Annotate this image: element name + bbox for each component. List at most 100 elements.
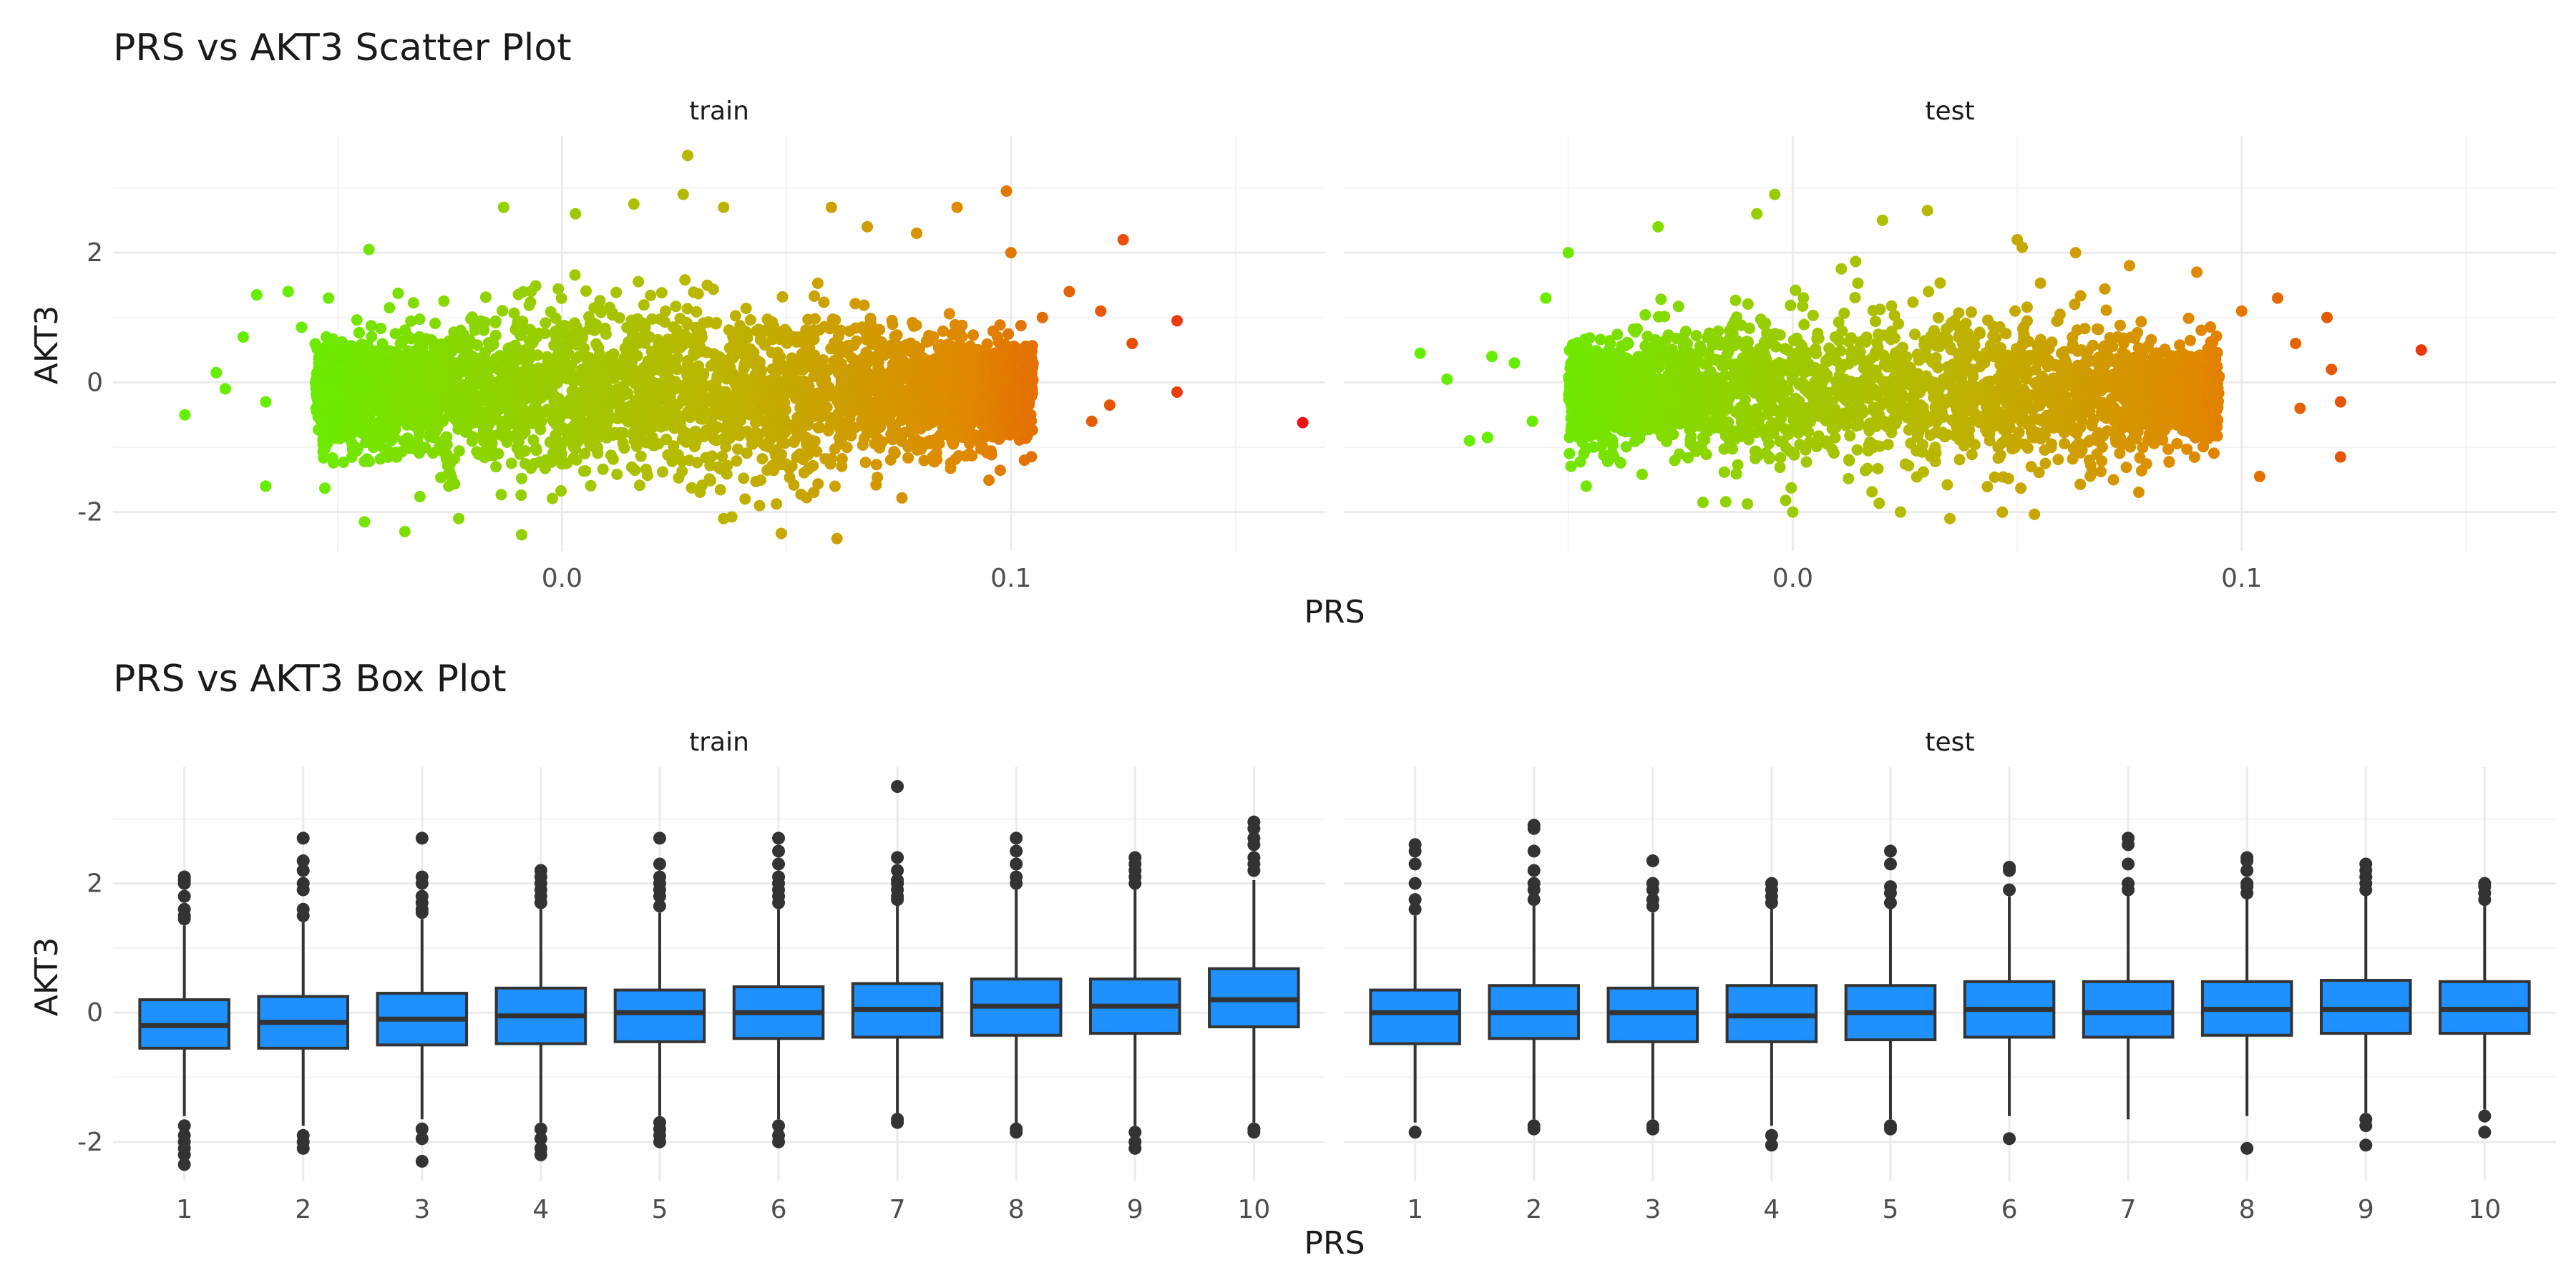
data-point [802, 463, 814, 475]
data-point [857, 379, 869, 391]
data-point [690, 436, 702, 448]
data-point [538, 377, 550, 389]
data-point [260, 396, 272, 408]
data-point [428, 375, 440, 387]
data-point [490, 461, 502, 473]
data-point [2099, 283, 2111, 295]
data-point [522, 350, 534, 361]
data-point [771, 498, 783, 510]
data-point [741, 401, 753, 413]
data-point [1639, 309, 1652, 321]
data-point [318, 431, 330, 443]
data-point [552, 452, 565, 464]
data-point [766, 403, 778, 415]
data-point [971, 434, 983, 447]
data-point [766, 346, 778, 358]
point-cloud-train [309, 269, 1039, 545]
data-point [902, 452, 914, 464]
data-point [825, 414, 837, 426]
data-point [1117, 234, 1129, 245]
data-point [1002, 328, 1015, 340]
data-point [486, 444, 498, 456]
data-point [404, 400, 416, 412]
data-point [463, 338, 475, 350]
data-point [384, 302, 396, 314]
data-point [660, 434, 673, 445]
data-point [615, 369, 628, 381]
data-point [617, 426, 629, 439]
data-point [323, 292, 335, 304]
data-point [1018, 454, 1030, 467]
data-point [710, 376, 722, 389]
data-point [515, 529, 527, 541]
data-point [1103, 399, 1116, 411]
data-point [811, 446, 823, 458]
data-point [1015, 320, 1027, 331]
data-point [519, 364, 531, 376]
data-point [875, 336, 887, 348]
data-point [738, 472, 750, 484]
box-x-axis-title: PRS [1304, 1225, 1365, 1262]
data-point [452, 340, 464, 352]
data-point [690, 397, 702, 409]
data-point [718, 201, 730, 213]
data-point [886, 314, 898, 326]
data-point [414, 403, 426, 415]
data-point [535, 391, 547, 404]
data-point [756, 453, 769, 465]
data-point [384, 345, 396, 357]
data-point [405, 333, 417, 345]
data-point [795, 488, 807, 500]
data-point [753, 499, 766, 512]
data-point [981, 338, 993, 350]
data-point [736, 389, 748, 401]
data-point [931, 454, 943, 466]
data-point [677, 188, 689, 200]
data-point [622, 387, 634, 399]
data-point [903, 338, 915, 351]
data-point [392, 287, 404, 299]
data-point [398, 376, 410, 387]
data-point [1909, 328, 1921, 341]
data-point [959, 410, 971, 422]
data-point [694, 486, 706, 498]
facet-label-test: test [1925, 97, 1974, 126]
data-point [704, 459, 716, 472]
data-point [389, 328, 401, 340]
data-point [897, 355, 909, 367]
data-point [724, 342, 736, 354]
data-point [467, 311, 478, 323]
data-point [681, 318, 693, 331]
data-point [2025, 461, 2037, 473]
data-point [351, 445, 363, 457]
x-tick-label: 0.1 [990, 564, 1031, 593]
data-point [688, 286, 700, 298]
data-point [828, 337, 840, 349]
data-point [453, 512, 465, 525]
data-point [999, 338, 1011, 351]
data-point [825, 201, 837, 213]
scatter-title: PRS vs AKT3 Scatter Plot [113, 26, 572, 69]
data-point [720, 441, 732, 453]
data-point [666, 455, 678, 467]
data-point [1729, 294, 1742, 306]
data-point [809, 313, 821, 325]
scatter-y-axis-title: AKT3 [29, 306, 65, 384]
data-point [547, 492, 558, 504]
data-point [1171, 386, 1183, 398]
data-point [859, 362, 872, 374]
data-point [482, 434, 494, 446]
data-point [319, 482, 331, 494]
data-point [588, 420, 600, 432]
data-point [670, 301, 682, 313]
data-point [495, 489, 507, 501]
data-point [282, 286, 294, 298]
data-point [874, 441, 886, 454]
data-point [632, 313, 644, 325]
data-point [1036, 311, 1048, 323]
data-point [429, 318, 441, 329]
data-point [681, 303, 693, 315]
data-point [625, 461, 638, 473]
data-point [548, 339, 560, 351]
data-point [580, 285, 592, 297]
